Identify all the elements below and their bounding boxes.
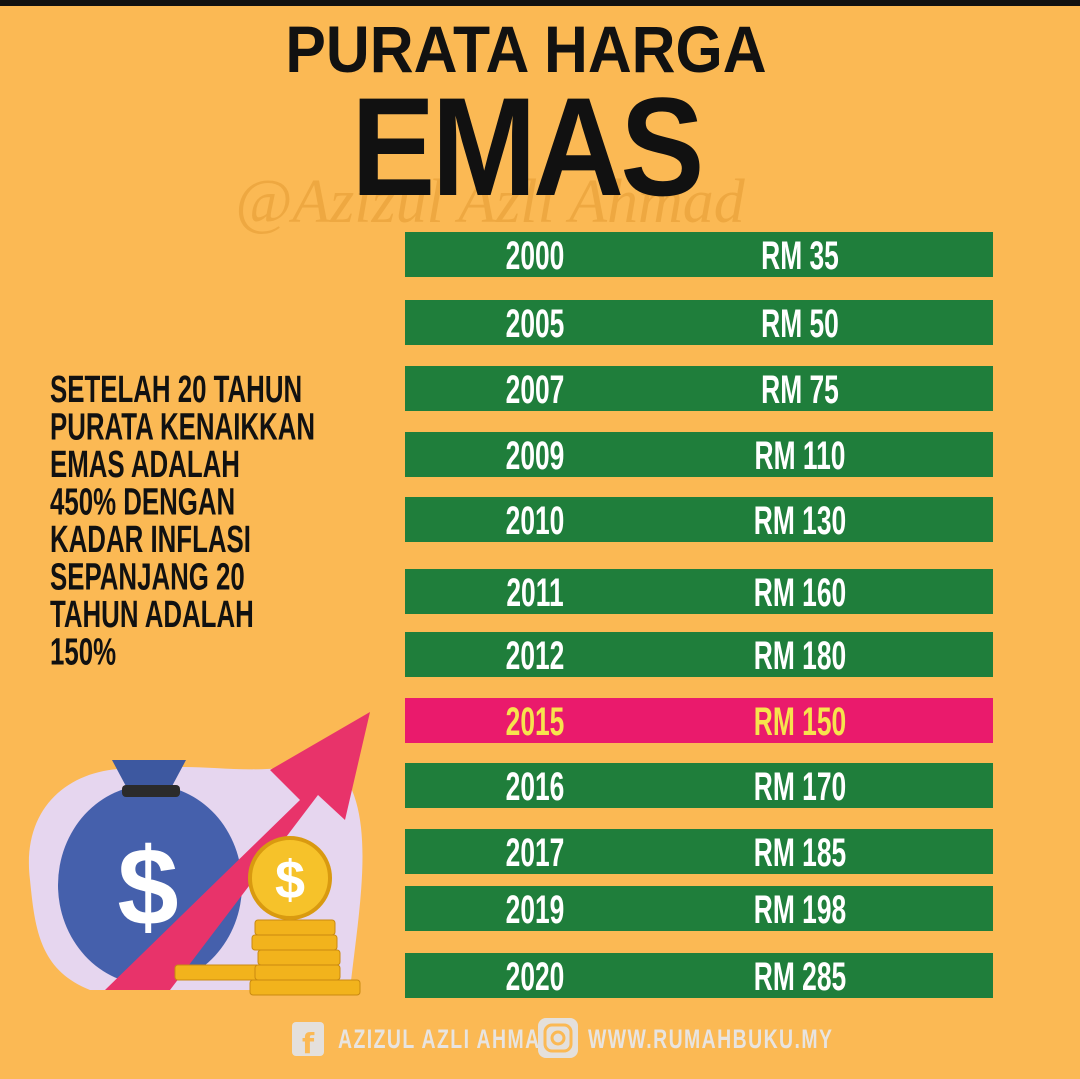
- row-price: RM 170: [754, 765, 846, 810]
- table-row: 2011 RM 160: [405, 569, 993, 615]
- table-row: 2019 RM 198: [405, 886, 993, 932]
- top-bar: [0, 0, 1080, 6]
- facebook-icon-letter: f: [302, 1027, 315, 1060]
- row-year: 2016: [506, 765, 565, 810]
- facebook-icon: [292, 1022, 324, 1056]
- row-background: [405, 953, 993, 998]
- row-price: RM 180: [754, 634, 846, 679]
- row-background: [405, 569, 993, 614]
- row-background: [405, 886, 993, 931]
- table-row: 2017 RM 185: [405, 829, 993, 875]
- row-year: 2020: [506, 955, 565, 1000]
- row-price: RM 185: [754, 831, 846, 876]
- website: WWW.RUMAHBUKU.MY: [588, 1024, 833, 1054]
- table-row: 2007 RM 75: [405, 366, 993, 412]
- row-year: 2000: [506, 234, 565, 279]
- row-background: [405, 829, 993, 874]
- table-row: 2015 RM 150: [405, 698, 993, 744]
- row-price: RM 198: [754, 888, 846, 933]
- row-price: RM 35: [761, 234, 839, 279]
- row-background: [405, 497, 993, 542]
- row-background: [405, 698, 993, 743]
- row-year: 2017: [506, 831, 565, 876]
- row-price: RM 130: [754, 499, 846, 544]
- row-year: 2019: [506, 888, 565, 933]
- table-row: 2005 RM 50: [405, 300, 993, 346]
- coin: [248, 836, 332, 920]
- row-year: 2015: [506, 700, 565, 745]
- illustration: $ $: [28, 712, 370, 996]
- bag-neck: [112, 760, 186, 790]
- row-year: 2011: [506, 571, 563, 616]
- arrow: [105, 712, 370, 990]
- title-top: PURATA HARGA: [285, 14, 766, 87]
- row-background: [405, 632, 993, 677]
- coin-symbol: $: [275, 850, 305, 910]
- row-year: 2007: [506, 368, 565, 413]
- side-note-line: SEPANJANG 20: [50, 556, 245, 598]
- row-year: 2009: [506, 434, 565, 479]
- side-note-line: KADAR INFLASI: [50, 518, 251, 560]
- row-year: 2012: [506, 634, 565, 679]
- table-row: 2020 RM 285: [405, 953, 993, 999]
- bag-tie: [122, 785, 180, 797]
- price-table: 2000 RM 35 2005 RM 50 2007 RM 75 2009 RM 110 201…: [405, 232, 993, 999]
- row-background: [405, 232, 993, 277]
- coin-stacks: [174, 919, 361, 996]
- side-note-line: PURATA KENAIKKAN: [50, 406, 315, 448]
- title-main: EMAS: [351, 69, 701, 226]
- row-price: RM 50: [761, 302, 839, 347]
- table-row: 2009 RM 110: [405, 432, 993, 478]
- table-row: 2000 RM 35: [405, 232, 993, 278]
- row-price: RM 150: [754, 700, 846, 745]
- table-row: 2016 RM 170: [405, 763, 993, 809]
- footer: f AZIZUL AZLI AHMAD WWW.RUMAHBUKU.MY: [292, 1018, 833, 1060]
- row-price: RM 285: [754, 955, 846, 1000]
- row-background: [405, 432, 993, 477]
- table-row: 2010 RM 130: [405, 497, 993, 543]
- side-note-line: EMAS ADALAH: [50, 443, 240, 485]
- side-note-line: TAHUN ADALAH: [50, 593, 254, 635]
- row-price: RM 160: [754, 571, 846, 616]
- side-note-line: 150%: [50, 631, 116, 673]
- facebook-name: AZIZUL AZLI AHMAD: [338, 1024, 556, 1054]
- row-price: RM 110: [755, 434, 846, 479]
- row-price: RM 75: [761, 368, 839, 413]
- watermark: @Azizul Azli Ahmad: [235, 168, 745, 236]
- table-row: 2012 RM 180: [405, 632, 993, 678]
- side-note-line: 450% DENGAN: [50, 481, 235, 523]
- row-year: 2005: [506, 302, 565, 347]
- row-year: 2010: [506, 499, 565, 544]
- row-background: [405, 763, 993, 808]
- row-background: [405, 300, 993, 345]
- row-background: [405, 366, 993, 411]
- side-note-line: SETELAH 20 TAHUN: [50, 368, 302, 410]
